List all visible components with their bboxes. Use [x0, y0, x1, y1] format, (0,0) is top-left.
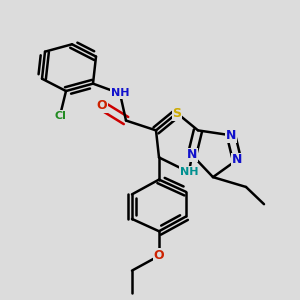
Text: N: N	[232, 153, 242, 167]
Text: Cl: Cl	[54, 111, 66, 121]
Text: O: O	[97, 99, 107, 112]
Text: S: S	[172, 107, 182, 120]
Text: N: N	[187, 148, 197, 161]
Text: NH: NH	[111, 88, 129, 98]
Text: N: N	[226, 129, 236, 142]
Text: O: O	[154, 249, 164, 262]
Text: NH: NH	[180, 167, 198, 177]
